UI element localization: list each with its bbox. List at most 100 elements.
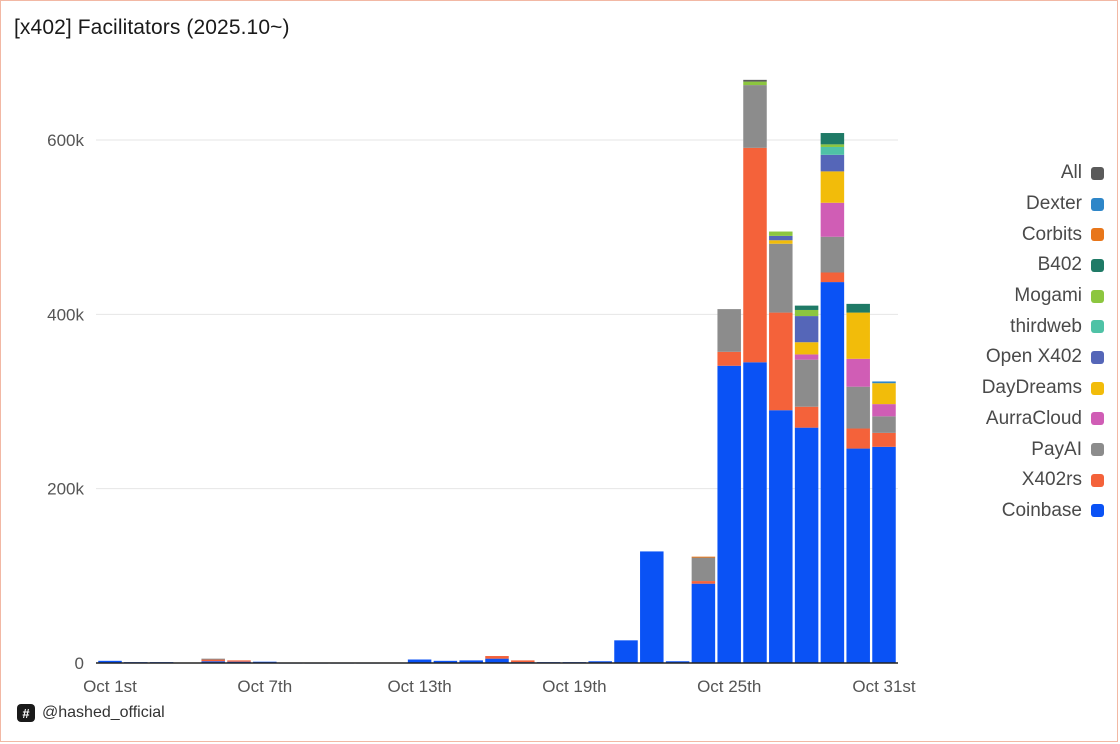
- legend-label: Open X402: [985, 346, 1082, 368]
- bar-segment-coinbase: [846, 448, 870, 663]
- legend-label: Dexter: [1026, 193, 1082, 215]
- legend-swatch: [1091, 320, 1104, 334]
- bar-segment-coinbase: [588, 661, 612, 663]
- bar-segment-payai: [717, 309, 741, 352]
- bar-segment-coinbase: [459, 660, 483, 663]
- bar-segment-coinbase: [614, 640, 638, 663]
- legend-swatch: [1091, 166, 1104, 180]
- bar-segment-coinbase: [98, 660, 122, 663]
- bar-segment-payai: [743, 85, 767, 148]
- bar-segment-b402: [846, 303, 870, 313]
- y-tick-label: 0: [75, 654, 84, 673]
- legend-item[interactable]: AurraCloud: [904, 404, 1104, 435]
- legend-item[interactable]: Coinbase: [904, 496, 1104, 527]
- chart-legend: All Dexter Corbits B402 Mogami thirdweb Open X…: [904, 158, 1104, 526]
- legend-swatch: [1091, 381, 1104, 395]
- bar-segment-payai: [691, 557, 716, 582]
- legend-item[interactable]: B402: [904, 250, 1104, 281]
- bar-segment-x402rs: [872, 432, 896, 447]
- bar-segment-coinbase: [743, 362, 767, 663]
- bar-segment-coinbase: [485, 658, 509, 663]
- legend-label: thirdweb: [1010, 315, 1082, 337]
- bar-segment-open-x402: [820, 154, 845, 172]
- bar-segment-corbits: [691, 556, 716, 558]
- legend-label: Mogami: [1014, 285, 1082, 307]
- legend-item[interactable]: Dexter: [904, 189, 1104, 220]
- bar-segment-x402rs: [717, 351, 741, 366]
- bar-segment-x402rs: [691, 581, 716, 584]
- y-tick-label: 600k: [47, 131, 84, 150]
- bar-segment-x402rs: [846, 428, 870, 449]
- legend-item[interactable]: thirdweb: [904, 311, 1104, 342]
- bar-segment-x402rs: [511, 660, 535, 663]
- bar-segment-mogami: [743, 81, 767, 86]
- bar-segment-b402: [820, 133, 845, 145]
- legend-swatch: [1091, 412, 1104, 426]
- x-tick-label: Oct 25th: [697, 677, 761, 696]
- bar-segment-payai: [769, 243, 793, 313]
- bar-segment-x402rs: [485, 656, 509, 659]
- legend-label: All: [1060, 162, 1082, 184]
- bar-segment-coinbase: [872, 446, 896, 663]
- legend-swatch: [1091, 350, 1104, 364]
- chart-title: [x402] Facilitators (2025.10~): [14, 16, 290, 39]
- legend-item[interactable]: Corbits: [904, 219, 1104, 250]
- bar-segment-payai: [846, 386, 870, 429]
- bar-segment-dexter: [872, 381, 896, 384]
- bar-segment-mogami: [769, 231, 793, 236]
- x-tick-label: Oct 31st: [852, 677, 916, 696]
- legend-swatch: [1091, 289, 1104, 303]
- bar-segment-coinbase: [433, 660, 458, 663]
- y-tick-label: 200k: [47, 480, 84, 499]
- bar-segment-daydreams: [872, 383, 896, 405]
- bar-segment-coinbase: [820, 282, 845, 663]
- legend-swatch: [1091, 228, 1104, 242]
- legend-swatch: [1091, 504, 1104, 518]
- legend-item[interactable]: PayAI: [904, 434, 1104, 465]
- legend-swatch: [1091, 443, 1104, 457]
- legend-label: Corbits: [1021, 223, 1082, 245]
- legend-label: AurraCloud: [985, 407, 1082, 429]
- bar-segment-payai: [794, 359, 819, 407]
- legend-item[interactable]: X402rs: [904, 465, 1104, 496]
- watermark-handle: @hashed_official: [42, 704, 165, 721]
- x-tick-label: Oct 19th: [542, 677, 606, 696]
- bar-segment-aurracloud: [820, 202, 845, 237]
- bar-segment-daydreams: [794, 342, 819, 355]
- y-tick-label: 400k: [47, 305, 84, 324]
- legend-swatch: [1091, 258, 1104, 272]
- bar-segment-b402: [794, 305, 819, 310]
- bar-segment-x402rs: [227, 660, 251, 662]
- legend-swatch: [1091, 197, 1104, 211]
- bar-segment-daydreams: [769, 240, 793, 244]
- legend-item[interactable]: Mogami: [904, 281, 1104, 312]
- bar-segment-x402rs: [769, 312, 793, 411]
- bar-segment-x402rs: [201, 659, 225, 662]
- bar-segment-payai: [820, 236, 845, 273]
- bar-segment-coinbase: [691, 583, 716, 663]
- legend-label: Coinbase: [1001, 499, 1082, 521]
- bar-segment-all: [743, 79, 767, 82]
- bar-segment-thirdweb: [820, 146, 845, 155]
- bar-segment-x402rs: [743, 147, 767, 363]
- bar-segment-coinbase: [407, 659, 432, 663]
- legend-item[interactable]: DayDreams: [904, 373, 1104, 404]
- bar-segment-open-x402: [769, 235, 793, 241]
- bar-segment-open-x402: [794, 316, 819, 343]
- bar-segment-coinbase: [201, 661, 225, 663]
- x-tick-label: Oct 13th: [387, 677, 451, 696]
- bar-segment-coinbase: [794, 427, 819, 663]
- bar-segment-mogami: [794, 309, 819, 317]
- hashed-logo-icon: #: [17, 704, 35, 722]
- bar-segment-aurracloud: [872, 404, 896, 417]
- legend-label: DayDreams: [981, 377, 1082, 399]
- bar-segment-payai: [201, 658, 225, 660]
- bar-segment-aurracloud: [846, 358, 870, 387]
- legend-item[interactable]: Open X402: [904, 342, 1104, 373]
- bar-segment-coinbase: [640, 551, 664, 663]
- legend-item[interactable]: All: [904, 158, 1104, 189]
- bar-segment-daydreams: [820, 171, 845, 203]
- x-tick-label: Oct 1st: [83, 677, 137, 696]
